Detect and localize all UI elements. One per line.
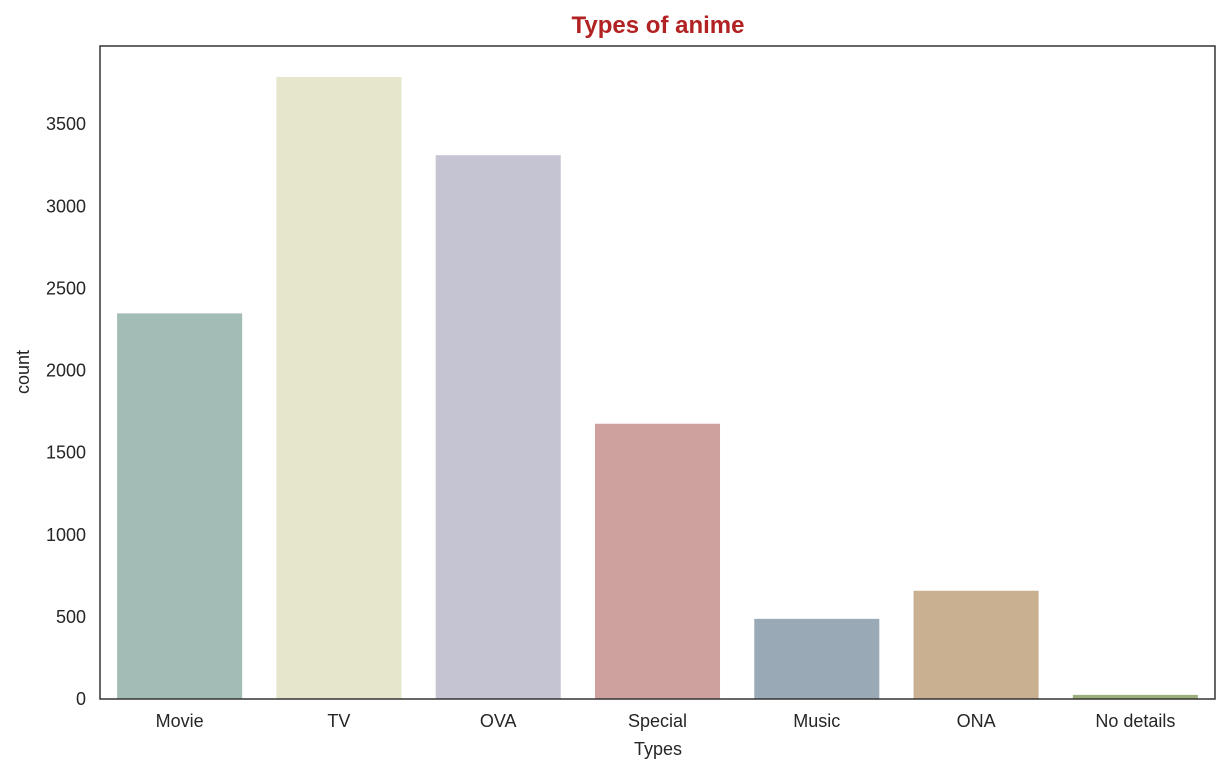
- y-axis-label: count: [13, 350, 33, 394]
- bars-group: [117, 77, 1198, 700]
- bar-ova: [435, 155, 561, 699]
- y-tick-label: 3000: [46, 196, 86, 216]
- y-tick-label: 2000: [46, 361, 86, 381]
- x-tick-label: Movie: [156, 711, 204, 731]
- y-tick-label: 2500: [46, 278, 86, 298]
- y-tick-label: 1000: [46, 525, 86, 545]
- bar-music: [754, 618, 880, 699]
- x-tick-label: Special: [628, 711, 687, 731]
- bar-special: [594, 423, 721, 699]
- y-tick-label: 500: [56, 607, 86, 627]
- y-tick-label: 1500: [46, 443, 86, 463]
- y-tick-label: 0: [76, 689, 86, 709]
- plot-frame: [99, 45, 1216, 700]
- bar-no-details: [1072, 694, 1198, 699]
- y-axis-ticks: 0 500 1000 1500 2000 2500 3000 3500: [46, 114, 86, 709]
- x-tick-label: TV: [327, 711, 350, 731]
- x-tick-label: OVA: [480, 711, 517, 731]
- chart-title: Types of anime: [572, 12, 745, 39]
- y-tick-label: 3500: [46, 114, 86, 134]
- bar-tv: [276, 77, 402, 700]
- x-tick-label: No details: [1095, 711, 1175, 731]
- x-tick-label: ONA: [957, 711, 996, 731]
- bar-ona: [913, 590, 1039, 699]
- x-axis-label: Types: [634, 739, 682, 759]
- x-tick-label: Music: [793, 711, 840, 731]
- x-axis-ticks: Movie TV OVA Special Music ONA No details: [156, 711, 1176, 731]
- bar-movie: [117, 313, 243, 699]
